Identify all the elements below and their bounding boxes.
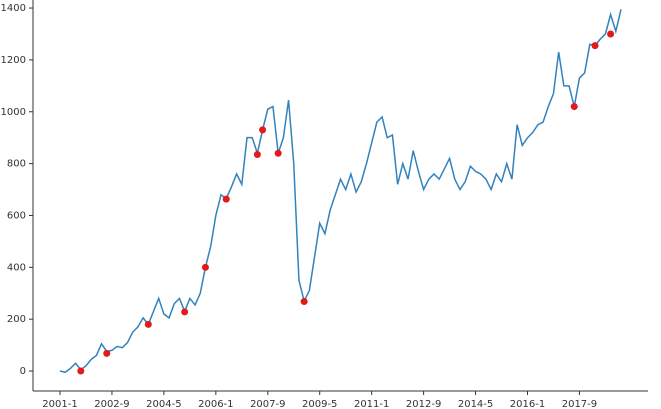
y-tick-label: 400 xyxy=(7,262,26,273)
data-point xyxy=(222,195,230,203)
y-tick-label: 1200 xyxy=(1,55,26,66)
data-point xyxy=(253,151,261,159)
x-tick-label: 2012-9 xyxy=(406,399,441,409)
y-tick-label: 1400 xyxy=(1,3,26,14)
data-point xyxy=(300,298,308,306)
y-tick-label: 200 xyxy=(7,314,26,325)
x-tick-label: 2004-5 xyxy=(146,399,181,409)
data-line xyxy=(59,9,622,374)
y-tick-label: 0 xyxy=(20,366,26,377)
x-tick-label: 2017-9 xyxy=(562,399,597,409)
x-tick-label: 2014-5 xyxy=(458,399,493,409)
data-point xyxy=(607,30,615,38)
data-point xyxy=(259,126,267,134)
x-tick-label: 2002-9 xyxy=(94,399,129,409)
data-point xyxy=(181,308,189,316)
data-point xyxy=(144,320,152,328)
x-tick-label: 2011-1 xyxy=(354,399,389,409)
x-tick-label: 2006-1 xyxy=(198,399,233,409)
data-point xyxy=(570,103,578,111)
x-tick-label: 2016-1 xyxy=(510,399,545,409)
x-tick-label: 2009-5 xyxy=(302,399,337,409)
y-tick-label: 800 xyxy=(7,159,26,170)
data-point xyxy=(103,349,111,357)
x-tick-label: 2001-1 xyxy=(42,399,77,409)
y-tick-label: 600 xyxy=(7,210,26,221)
data-point xyxy=(77,367,85,375)
x-tick-label: 2007-9 xyxy=(250,399,285,409)
y-tick-label: 1000 xyxy=(1,107,26,118)
data-point xyxy=(591,42,599,50)
data-point xyxy=(201,263,209,271)
data-point xyxy=(274,149,282,157)
